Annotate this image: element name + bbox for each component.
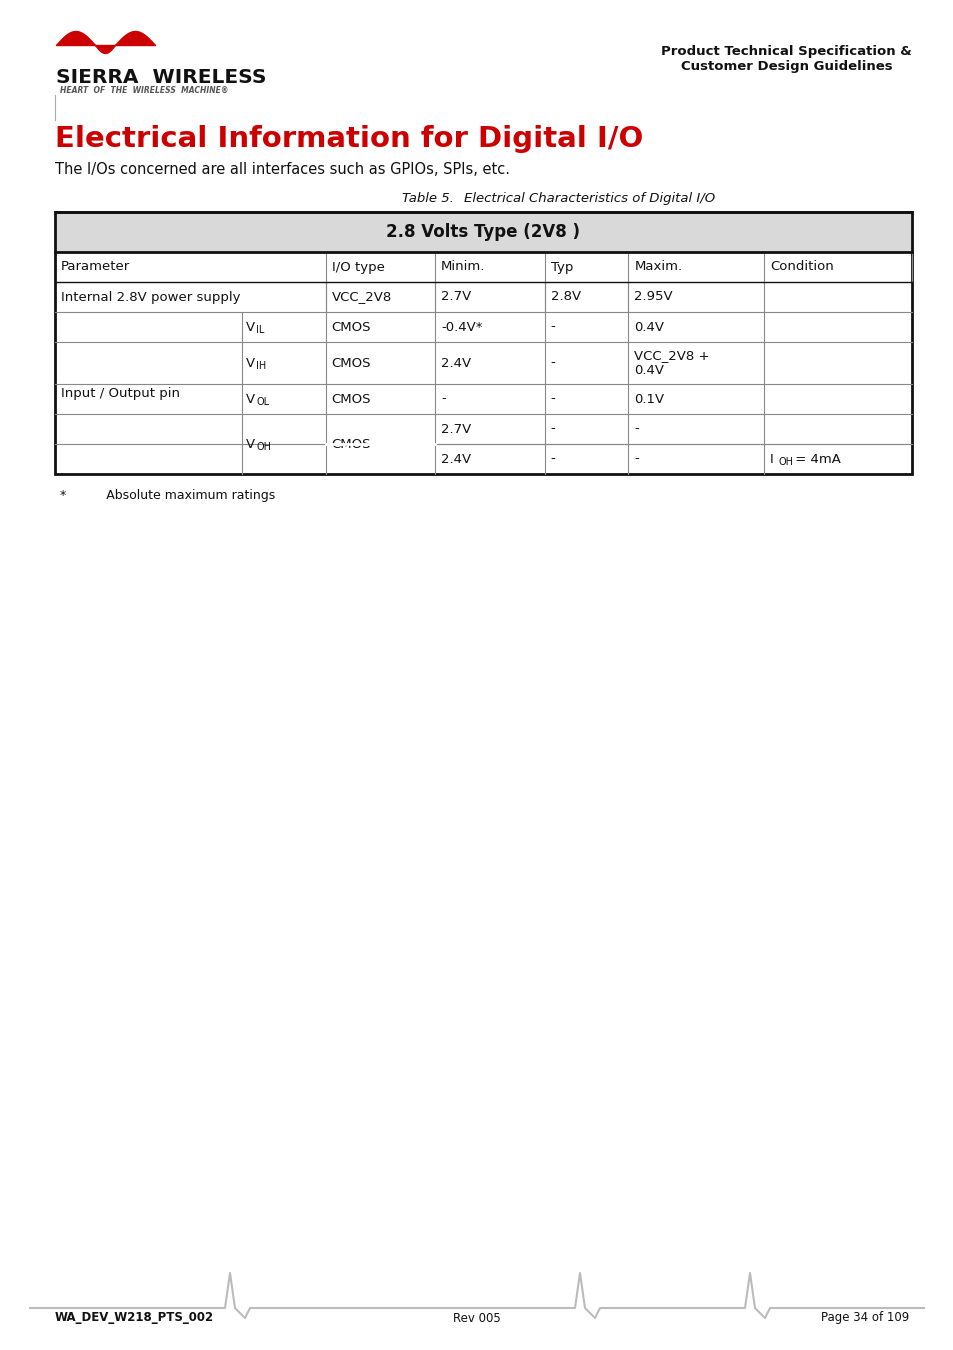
Text: Input / Output pin: Input / Output pin — [61, 386, 180, 400]
Text: -0.4V*: -0.4V* — [440, 320, 482, 333]
Text: Maxim.: Maxim. — [634, 261, 682, 274]
Text: CMOS: CMOS — [332, 437, 371, 451]
Text: SIERRA  WIRELESS: SIERRA WIRELESS — [56, 68, 266, 86]
Text: HEART  OF  THE  WIRELESS  MACHINE®: HEART OF THE WIRELESS MACHINE® — [60, 86, 229, 95]
Text: CMOS: CMOS — [332, 320, 371, 333]
Text: 0.1V: 0.1V — [634, 393, 664, 405]
Text: I: I — [769, 452, 773, 466]
Text: Rev 005: Rev 005 — [453, 1311, 500, 1324]
Text: -: - — [550, 320, 555, 333]
Text: 0.4V: 0.4V — [634, 363, 664, 377]
Text: VCC_2V8 +: VCC_2V8 + — [634, 350, 709, 363]
Text: 0.4V: 0.4V — [634, 320, 664, 333]
Text: V: V — [246, 393, 254, 405]
Text: V: V — [246, 320, 254, 333]
Bar — [55, 282, 911, 312]
Text: I/O type: I/O type — [332, 261, 384, 274]
Text: 2.95V: 2.95V — [634, 290, 673, 304]
Text: V: V — [246, 437, 254, 451]
Text: Internal 2.8V power supply: Internal 2.8V power supply — [61, 290, 240, 304]
Text: WA_DEV_W218_PTS_002: WA_DEV_W218_PTS_002 — [55, 1311, 213, 1324]
Text: *          Absolute maximum ratings: * Absolute maximum ratings — [60, 489, 275, 502]
Text: VCC_2V8: VCC_2V8 — [332, 290, 392, 304]
Text: IL: IL — [256, 324, 265, 335]
Text: Minim.: Minim. — [440, 261, 485, 274]
Text: 2.7V: 2.7V — [440, 290, 471, 304]
Bar — [55, 212, 911, 252]
Text: 2.8V: 2.8V — [550, 290, 580, 304]
Text: Electrical Information for Digital I/O: Electrical Information for Digital I/O — [55, 126, 642, 153]
Text: V: V — [246, 356, 254, 370]
Text: Product Technical Specification &
Customer Design Guidelines: Product Technical Specification & Custom… — [660, 45, 911, 73]
Text: -: - — [550, 452, 555, 466]
Text: OH: OH — [778, 456, 793, 467]
Text: Page 34 of 109: Page 34 of 109 — [820, 1311, 908, 1324]
Text: Table 5.: Table 5. — [401, 192, 453, 205]
Text: 2.8 Volts Type (2V8 ): 2.8 Volts Type (2V8 ) — [386, 223, 579, 242]
Text: CMOS: CMOS — [332, 356, 371, 370]
Text: Condition: Condition — [769, 261, 833, 274]
Text: -: - — [550, 393, 555, 405]
Text: 2.7V: 2.7V — [440, 423, 471, 436]
Text: OH: OH — [256, 441, 271, 451]
Text: -: - — [634, 452, 639, 466]
Text: -: - — [550, 356, 555, 370]
Text: Parameter: Parameter — [61, 261, 131, 274]
Text: 2.4V: 2.4V — [440, 452, 471, 466]
Text: -: - — [550, 423, 555, 436]
Text: = 4mA: = 4mA — [790, 452, 840, 466]
Bar — [55, 212, 911, 474]
Text: The I/Os concerned are all interfaces such as GPIOs, SPIs, etc.: The I/Os concerned are all interfaces su… — [55, 162, 510, 177]
Text: 2.4V: 2.4V — [440, 356, 471, 370]
Text: IH: IH — [256, 360, 266, 370]
Text: -: - — [634, 423, 639, 436]
Text: Typ: Typ — [550, 261, 573, 274]
Text: -: - — [440, 393, 445, 405]
Text: OL: OL — [256, 397, 269, 406]
Text: CMOS: CMOS — [332, 393, 371, 405]
Bar — [55, 252, 911, 282]
Text: Electrical Characteristics of Digital I/O: Electrical Characteristics of Digital I/… — [463, 192, 714, 205]
